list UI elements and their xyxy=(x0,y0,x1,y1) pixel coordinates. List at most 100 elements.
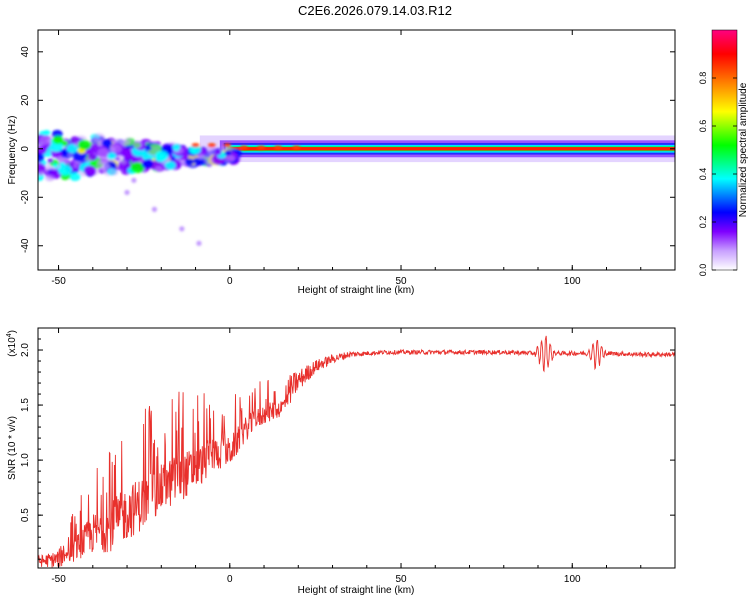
blob-group xyxy=(38,129,301,246)
spectrogram-plot: -50 0 50 100 -40 -20 0 20 40 Height of straight … xyxy=(7,29,676,296)
spectrogram-x-tick-label: 0 xyxy=(227,276,233,287)
heat-peak xyxy=(239,145,248,150)
heat-blob xyxy=(197,153,206,160)
heat-peak xyxy=(207,143,216,148)
heat-blob xyxy=(224,150,232,156)
heat-blob xyxy=(49,141,64,152)
heat-blob xyxy=(214,149,222,156)
heat-blob xyxy=(184,158,195,166)
heat-blob xyxy=(87,169,96,176)
spectrogram-y-tick-label: -40 xyxy=(20,238,31,253)
spectrogram-y-tick-label: 0 xyxy=(20,146,31,152)
heat-peak xyxy=(223,143,232,148)
heat-blob xyxy=(56,151,63,157)
heat-outlier xyxy=(38,170,45,176)
colorbar-tick-label: 0.4 xyxy=(698,168,708,181)
heat-blob xyxy=(101,139,113,148)
spectrogram-frame xyxy=(37,29,676,271)
colorbar-tick-label: 0.2 xyxy=(698,216,708,229)
snr-scale-base: (x10 xyxy=(7,337,18,357)
heat-blob xyxy=(84,157,92,163)
colorbar-label: Normalized spectral amplitude xyxy=(738,82,749,217)
heat-blob xyxy=(47,158,54,163)
snr-frame xyxy=(37,327,676,569)
heat-blob xyxy=(52,135,64,145)
heat-outlier xyxy=(179,226,185,232)
heat-peak xyxy=(292,145,301,150)
heat-peak xyxy=(257,145,266,150)
heat-blob xyxy=(38,141,44,148)
heat-blob xyxy=(67,152,75,158)
snr-x-tick-label: 100 xyxy=(564,574,581,585)
heat-blob xyxy=(172,144,181,151)
heat-blob xyxy=(164,160,176,170)
heat-blob xyxy=(130,162,145,174)
spectrogram-y-tick-label: 20 xyxy=(20,94,31,106)
heat-blob xyxy=(92,144,99,149)
heat-outlier xyxy=(73,163,79,169)
heat-blob xyxy=(97,148,110,158)
heat-blob xyxy=(123,156,130,162)
snr-plot: -50 0 50 100 0.5 1.0 1.5 2.0 Height of straight… xyxy=(6,327,676,596)
spectrogram-x-tick-label: 100 xyxy=(564,276,581,287)
heat-blob xyxy=(69,172,81,182)
heat-blob xyxy=(145,146,152,151)
heat-blob xyxy=(191,149,198,154)
snr-y-label: SNR (10 * v/v) xyxy=(7,416,18,480)
colorbar-tick-label: 0.6 xyxy=(698,120,708,133)
heat-outlier xyxy=(131,177,137,183)
snr-series-line xyxy=(38,335,675,568)
spectrogram-heatmap xyxy=(38,129,675,246)
heat-blob xyxy=(109,168,119,176)
spectrogram-y-tick-label: -20 xyxy=(20,190,31,205)
snr-x-tick-label: -50 xyxy=(51,574,66,585)
spectrogram-ticks: -50 0 50 100 -40 -20 0 20 40 xyxy=(20,30,676,287)
heat-blob xyxy=(141,159,154,169)
heat-blob xyxy=(47,175,55,181)
heat-blob xyxy=(58,164,73,176)
snr-x-tick-label: 50 xyxy=(395,574,407,585)
heat-blob xyxy=(106,152,117,160)
colorbar-tick-label: 0.8 xyxy=(698,72,708,85)
heat-outlier xyxy=(124,189,130,196)
svg-text:(x104): (x104) xyxy=(6,330,18,357)
snr-y-tick-label: 0.5 xyxy=(20,508,31,522)
heat-blob xyxy=(203,157,214,165)
figure-title: C2E6.2026.079.14.03.R12 xyxy=(298,3,452,18)
heat-blob xyxy=(132,140,143,149)
heat-blob xyxy=(38,162,46,174)
colorbar: 0.0 0.2 0.4 0.6 0.8 Normalized spectral ampl… xyxy=(698,29,749,277)
heat-blob xyxy=(38,145,47,155)
snr-x-tick-label: 0 xyxy=(227,574,233,585)
spectrogram-y-tick-label: 40 xyxy=(20,46,31,58)
heat-blob xyxy=(226,155,235,162)
heat-blob xyxy=(192,157,202,165)
spectrogram-x-tick-label: 50 xyxy=(395,276,407,287)
spectrogram-y-label: Frequency (Hz) xyxy=(7,116,18,185)
heat-blob xyxy=(39,135,52,145)
heat-blob xyxy=(154,165,163,172)
heat-peak xyxy=(191,143,200,148)
snr-y-tick-label: 1.5 xyxy=(20,398,31,412)
heat-blob xyxy=(72,151,87,162)
snr-x-label: Height of straight line (km) xyxy=(298,585,415,596)
colorbar-tick-label: 0.0 xyxy=(698,264,708,277)
heat-blob xyxy=(121,151,128,157)
heat-blob xyxy=(120,139,130,147)
heat-blob xyxy=(155,153,167,163)
colorbar-ticks: 0.0 0.2 0.4 0.6 0.8 xyxy=(698,72,737,277)
spectrogram-x-tick-label: -50 xyxy=(51,276,66,287)
heat-outlier xyxy=(151,206,158,212)
snr-ticks: -50 0 50 100 0.5 1.0 1.5 2.0 xyxy=(20,328,676,585)
heat-outlier xyxy=(196,240,202,246)
colorbar-gradient xyxy=(711,29,738,271)
snr-scale-note: (x104) xyxy=(6,330,18,357)
snr-scale-exp: 4 xyxy=(6,333,13,337)
heat-blob xyxy=(97,156,109,166)
spectrogram-x-label: Height of straight line (km) xyxy=(298,285,415,296)
heat-blob xyxy=(38,152,45,163)
snr-y-tick-label: 2.0 xyxy=(20,343,31,357)
heat-blob xyxy=(77,139,91,150)
